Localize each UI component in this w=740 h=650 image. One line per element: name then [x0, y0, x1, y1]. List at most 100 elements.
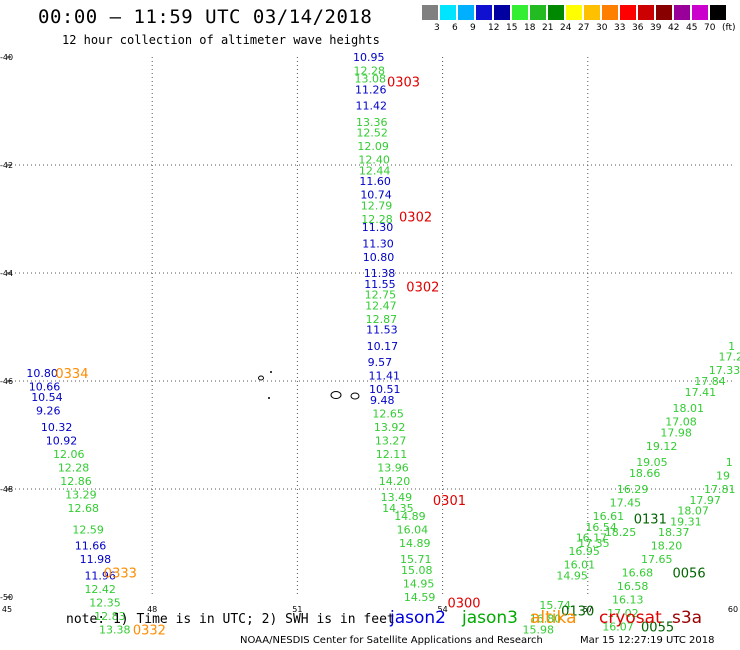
- wave-height-value: 15.08: [401, 564, 433, 577]
- legend-swatch: [584, 5, 600, 20]
- lat-label: -44: [0, 269, 13, 278]
- wave-height-value: 16.29: [617, 483, 649, 496]
- wave-height-value: 13.92: [374, 421, 406, 434]
- legend-label: 36: [632, 23, 644, 33]
- legend-label: 21: [542, 23, 554, 33]
- map-subtitle: 12 hour collection of altimeter wave hei…: [62, 33, 380, 47]
- wave-height-value: 16.61: [593, 510, 625, 523]
- wave-height-value: 17.08: [665, 416, 697, 429]
- wave-height-value: 19.05: [636, 456, 668, 469]
- wave-height-value: 12.86: [60, 475, 92, 488]
- wave-height-value: 14.89: [399, 537, 431, 550]
- satellite-jason3: jason3: [462, 608, 518, 628]
- time-label: 0334: [55, 367, 88, 382]
- wave-height-value: 12.28: [361, 213, 393, 226]
- wave-height-value: 10.80: [363, 251, 395, 264]
- wave-height-value: 15.98: [522, 623, 554, 636]
- wave-height-value: 12.83: [94, 610, 126, 623]
- wave-height-value: 17.98: [660, 426, 692, 439]
- wave-height-value: 11.41: [369, 370, 401, 383]
- wave-height-value: 16.58: [617, 580, 649, 593]
- wave-height-value: 17.35: [578, 537, 610, 550]
- wave-height-value: 18.07: [677, 505, 709, 518]
- legend-label: 24: [560, 23, 572, 33]
- wave-height-value: 17.02: [607, 607, 639, 620]
- wave-height-value: 16.13: [612, 594, 644, 607]
- wave-height-value: 11.96: [84, 569, 116, 582]
- wave-height-value: 12.06: [53, 448, 84, 461]
- time-label: 0056: [673, 567, 706, 582]
- wave-height-value: 16.95: [568, 545, 600, 558]
- island-outline: [330, 391, 342, 399]
- legend-swatch: [512, 5, 528, 20]
- lat-label: -46: [0, 377, 13, 386]
- wave-height-value: 10.54: [31, 391, 63, 404]
- legend-swatch: [548, 5, 564, 20]
- legend-swatch: [674, 5, 690, 20]
- wave-height-value: 11.30: [362, 221, 394, 234]
- legend-label: 39: [650, 23, 662, 33]
- wave-height-value: 17.81: [704, 483, 736, 496]
- wave-height-value: 17.65: [641, 553, 673, 566]
- wave-height-value: 17.2: [718, 351, 740, 364]
- legend-swatch: [656, 5, 672, 20]
- wave-height-value: 17.97: [689, 494, 721, 507]
- time-label: 0333: [104, 567, 137, 582]
- wave-height-value: 10.95: [353, 51, 385, 64]
- wave-height-value: 10.92: [46, 434, 78, 447]
- legend-label: 12: [488, 23, 500, 33]
- time-label: 0055: [641, 621, 674, 636]
- lon-label: 51: [292, 605, 302, 614]
- legend-swatch: [710, 5, 726, 20]
- wave-height-value: 13.38: [99, 623, 130, 636]
- lat-label: -42: [0, 161, 13, 170]
- legend-label: (ft): [722, 23, 736, 33]
- legend-swatch: [476, 5, 492, 20]
- wave-height-value: 10.74: [360, 189, 392, 202]
- wave-height-value: 14.95: [403, 578, 435, 591]
- wave-height-value: 12.65: [372, 407, 404, 420]
- legend-label: 3: [434, 23, 440, 33]
- wave-height-value: 13.27: [375, 434, 407, 447]
- time-label: 0300: [447, 596, 480, 611]
- wave-height-value: 15.74: [539, 599, 571, 612]
- legend-swatch: [458, 5, 474, 20]
- wave-height-value: 16.68: [622, 567, 654, 580]
- wave-height-value: 12.40: [358, 154, 390, 167]
- wave-height-value: 16.54: [585, 521, 617, 534]
- legend-swatch: [620, 5, 636, 20]
- wave-height-value: 10.32: [41, 421, 73, 434]
- wave-height-value: 12.42: [84, 583, 116, 596]
- time-label: 0302: [406, 281, 439, 296]
- lon-label: 57: [583, 605, 593, 614]
- legend-swatch: [692, 5, 708, 20]
- wave-height-value: 17.45: [610, 497, 642, 510]
- wave-height-value: 12.79: [361, 200, 393, 213]
- wave-height-value: 12.28: [354, 65, 386, 78]
- wave-height-value: 13.29: [65, 488, 97, 501]
- satellite-jason2: jason2: [390, 608, 446, 628]
- wave-height-value: 10.66: [29, 380, 60, 393]
- wave-height-value: 14.95: [556, 569, 588, 582]
- wave-height-value: 13.36: [356, 116, 388, 129]
- wave-height-value: 11.60: [359, 175, 391, 188]
- wave-height-value: 13.49: [381, 491, 413, 504]
- wave-height-value: 12.09: [357, 140, 389, 153]
- wave-height-value: 16.01: [564, 559, 596, 572]
- legend-swatch: [422, 5, 438, 20]
- wave-height-value: 11.38: [364, 267, 396, 280]
- legend-label: 9: [470, 23, 476, 33]
- island-dot: [270, 371, 272, 373]
- wave-height-value: 12.75: [365, 289, 397, 302]
- wave-height-value: 17.84: [694, 375, 726, 388]
- credit-text: NOAA/NESDIS Center for Satellite Applica…: [240, 635, 543, 646]
- wave-height-value: 11.66: [75, 540, 107, 553]
- time-label: 0302: [399, 210, 432, 225]
- time-label: 0332: [133, 623, 166, 638]
- wave-height-value: 19.31: [670, 515, 702, 528]
- wave-height-value: 12.35: [89, 596, 121, 609]
- time-label: 0131: [634, 513, 667, 528]
- wave-height-value: 18.66: [629, 467, 661, 480]
- wave-height-value: 18.01: [673, 402, 705, 415]
